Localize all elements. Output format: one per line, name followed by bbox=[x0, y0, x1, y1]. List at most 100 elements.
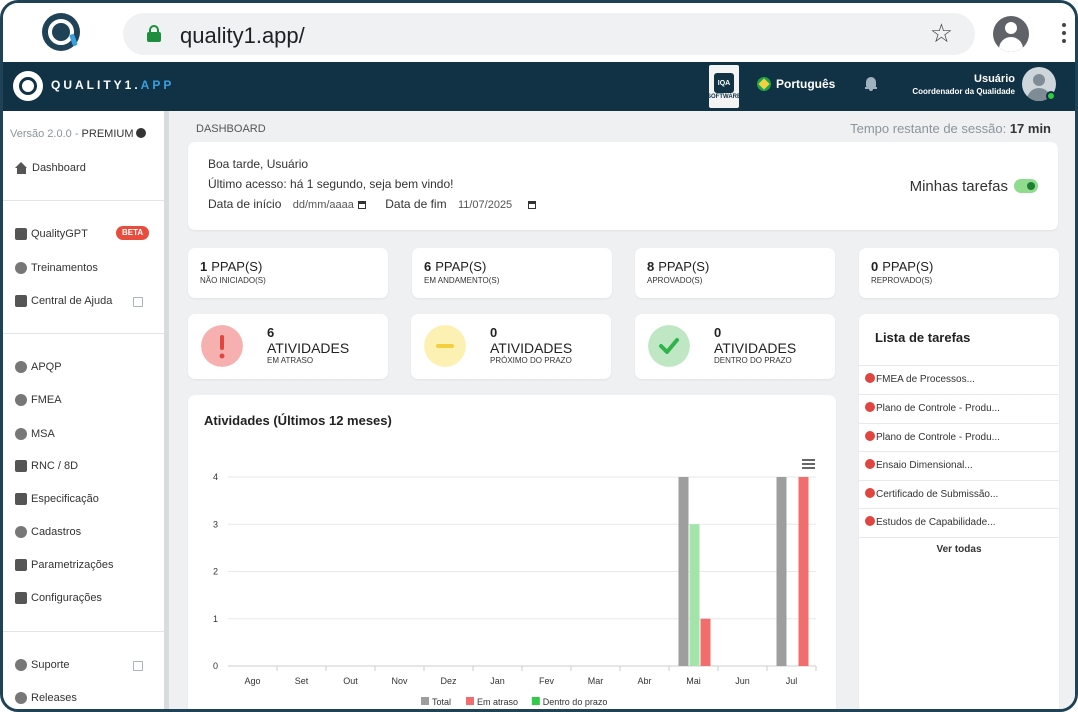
sidebar-item-releases[interactable]: Releases bbox=[15, 690, 77, 706]
status-dot-icon bbox=[865, 402, 875, 412]
gauge-icon bbox=[15, 428, 27, 440]
user-role: Coordenador da Qualidade bbox=[912, 87, 1015, 96]
ppap-card-not-started[interactable]: 1 PPAP(S) NÃO INICIADO(S) bbox=[188, 248, 388, 298]
sidebar-divider bbox=[3, 631, 164, 632]
task-item[interactable]: Certificado de Submissão... bbox=[859, 480, 1059, 509]
bar-total bbox=[776, 477, 787, 666]
cog-icon bbox=[15, 692, 27, 704]
activity-card-overdue[interactable]: 6 ATIVIDADES EM ATRASO bbox=[188, 314, 388, 379]
x-tick-label: Nov bbox=[391, 676, 408, 686]
x-tick-label: Out bbox=[343, 676, 358, 686]
legend-swatch bbox=[531, 697, 540, 705]
x-tick-label: Mai bbox=[686, 676, 701, 686]
sidebar-item-rnc-8d[interactable]: RNC / 8D bbox=[15, 458, 78, 474]
globe-icon bbox=[15, 361, 27, 373]
task-item[interactable]: Ensaio Dimensional... bbox=[859, 451, 1059, 480]
tools-icon bbox=[15, 592, 27, 604]
breadcrumb: DASHBOARD bbox=[196, 123, 266, 135]
user-avatar[interactable] bbox=[1022, 67, 1056, 101]
sidebar-item-dashboard[interactable]: Dashboard bbox=[15, 160, 86, 176]
status-dot-icon bbox=[865, 431, 875, 441]
legend-label: Dentro do prazo bbox=[543, 697, 608, 707]
browser-profile-icon[interactable] bbox=[993, 16, 1029, 52]
bar-em-atraso bbox=[798, 477, 809, 666]
sidebar-item-msa[interactable]: MSA bbox=[15, 426, 55, 442]
x-tick-label: Abr bbox=[637, 676, 651, 686]
ppap-card-approved[interactable]: 8 PPAP(S) APROVADO(S) bbox=[635, 248, 835, 298]
bar-em-atraso bbox=[700, 618, 711, 666]
task-list-card: Lista de tarefas FMEA de Processos... Pl… bbox=[859, 314, 1059, 709]
quality1-logo-icon[interactable] bbox=[42, 13, 80, 51]
external-link-icon[interactable] bbox=[133, 297, 143, 307]
y-tick-label: 3 bbox=[213, 519, 218, 529]
browser-menu-icon[interactable] bbox=[1061, 23, 1067, 47]
language-selector[interactable]: Português bbox=[757, 77, 835, 91]
status-dot-icon bbox=[865, 488, 875, 498]
sidebar-item-qualitygpt[interactable]: QualityGPT bbox=[15, 226, 88, 242]
y-tick-label: 1 bbox=[213, 614, 218, 624]
activity-card-on-time[interactable]: 0 ATIVIDADES DENTRO DO PRAZO bbox=[635, 314, 835, 379]
see-all-tasks-link[interactable]: Ver todas bbox=[859, 537, 1059, 555]
sidebar-item-suporte[interactable]: Suporte bbox=[15, 657, 70, 673]
book-icon bbox=[15, 295, 27, 307]
calendar-icon[interactable] bbox=[528, 201, 537, 209]
robot-icon bbox=[15, 228, 27, 240]
task-item[interactable]: Plano de Controle - Produ... bbox=[859, 394, 1059, 423]
brand-name[interactable]: QUALITY1.APP bbox=[51, 78, 175, 92]
sidebar-item-configuracoes[interactable]: Configurações bbox=[15, 590, 102, 606]
sidebar-divider bbox=[3, 333, 164, 334]
address-bar[interactable]: quality1.app/ ☆ bbox=[123, 13, 975, 55]
x-tick-label: Jun bbox=[735, 676, 750, 686]
minus-icon bbox=[424, 325, 466, 367]
start-date-input[interactable]: dd/mm/aaaa bbox=[292, 199, 354, 211]
chart-menu-icon[interactable] bbox=[802, 459, 815, 469]
legend-swatch bbox=[421, 697, 429, 705]
x-tick-label: Mar bbox=[588, 676, 604, 686]
brain-icon bbox=[15, 394, 27, 406]
user-name[interactable]: Usuário bbox=[974, 73, 1015, 85]
calendar-icon[interactable] bbox=[357, 201, 366, 209]
my-tasks-toggle[interactable] bbox=[1014, 179, 1038, 193]
end-date-input[interactable]: 11/07/2025 bbox=[457, 199, 513, 211]
main-content: DASHBOARD Tempo restante de sessão: 17 m… bbox=[169, 111, 1075, 709]
x-tick-label: Jul bbox=[786, 676, 798, 686]
sidebar-item-especificacao[interactable]: Especificação bbox=[15, 491, 99, 507]
bookmark-star-icon[interactable]: ☆ bbox=[929, 18, 953, 48]
sidebar-item-parametrizacoes[interactable]: Parametrizações bbox=[15, 557, 114, 573]
external-link-icon[interactable] bbox=[133, 661, 143, 671]
status-dot-icon bbox=[865, 516, 875, 526]
task-item[interactable]: Plano de Controle - Produ... bbox=[859, 423, 1059, 452]
task-item[interactable]: Estudos de Capabilidade... bbox=[859, 508, 1059, 537]
ppap-card-rejected[interactable]: 0 PPAP(S) REPROVADO(S) bbox=[859, 248, 1059, 298]
iqa-certification-badge: IQA SOFTWARE bbox=[707, 65, 741, 108]
x-tick-label: Ago bbox=[244, 676, 260, 686]
sidebar-item-cadastros[interactable]: Cadastros bbox=[15, 524, 81, 540]
x-tick-label: Set bbox=[295, 676, 309, 686]
brazil-flag-icon bbox=[757, 77, 771, 91]
sidebar-item-fmea[interactable]: FMEA bbox=[15, 392, 62, 408]
task-item[interactable]: FMEA de Processos... bbox=[859, 365, 1059, 394]
x-tick-label: Dez bbox=[440, 676, 457, 686]
bar-dentro-do-prazo bbox=[689, 524, 700, 666]
legend-label: Total bbox=[432, 697, 451, 707]
sidebar-divider bbox=[3, 200, 164, 201]
chart-title: Atividades (Últimos 12 meses) bbox=[204, 413, 392, 428]
my-tasks-label: Minhas tarefas bbox=[909, 178, 1008, 195]
task-list-title: Lista de tarefas bbox=[875, 330, 971, 345]
online-status-indicator bbox=[1046, 91, 1056, 101]
activity-card-due-soon[interactable]: 0 ATIVIDADES PRÓXIMO DO PRAZO bbox=[411, 314, 611, 379]
brand-logo-icon[interactable] bbox=[13, 71, 43, 101]
language-label: Português bbox=[776, 77, 836, 91]
y-tick-label: 4 bbox=[213, 472, 218, 482]
ppap-card-in-progress[interactable]: 6 PPAP(S) EM ANDAMENTO(S) bbox=[412, 248, 612, 298]
date-filters: Data de início dd/mm/aaaa Data de fim 11… bbox=[208, 197, 537, 211]
exclamation-icon bbox=[201, 325, 243, 367]
session-timer: Tempo restante de sessão: 17 min bbox=[850, 121, 1051, 136]
sidebar-item-treinamentos[interactable]: Treinamentos bbox=[15, 260, 98, 276]
badge-icon bbox=[15, 262, 27, 274]
sidebar-item-central-de-ajuda[interactable]: Central de Ajuda bbox=[15, 293, 112, 309]
notification-bell-icon[interactable] bbox=[865, 77, 877, 91]
version-label: Versão 2.0.0 - PREMIUM bbox=[10, 128, 146, 140]
home-icon bbox=[15, 162, 28, 174]
sidebar-item-apqp[interactable]: APQP bbox=[15, 359, 62, 375]
